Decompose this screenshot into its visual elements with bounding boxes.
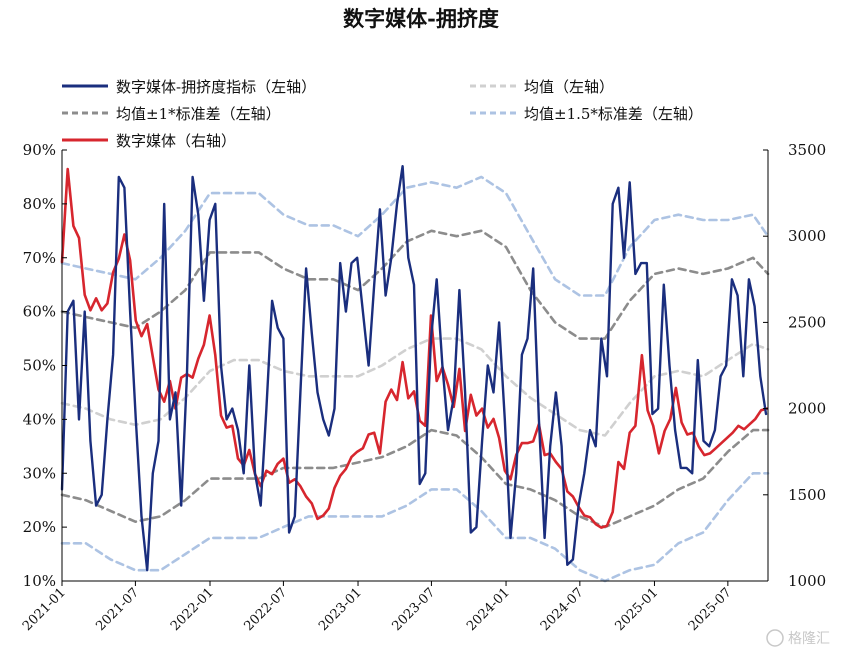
y-left-tick-label: 30% <box>23 464 56 482</box>
y-left-tick-label: 80% <box>23 195 56 213</box>
y-left-tick-label: 40% <box>23 410 56 428</box>
x-tick-label: 2025-01 <box>612 585 661 634</box>
y-left-tick-label: 90% <box>23 141 56 159</box>
legend-item: 均值（左轴） <box>470 78 614 96</box>
watermark-logo-icon <box>767 630 783 646</box>
x-tick-label: 2023-07 <box>389 585 438 634</box>
x-axis: 2021-01 2021-07 2022-01 2022-07 2023-01 2023-… <box>20 581 768 634</box>
y-right-tick-label: 1000 <box>788 572 826 590</box>
series-line-4-upper <box>62 177 768 296</box>
y-right-tick-label: 2500 <box>788 313 826 331</box>
legend-item: 均值±1*标准差（左轴） <box>62 105 281 123</box>
watermark-text: 格隆汇 <box>788 631 830 647</box>
legend-item: 数字媒体（右轴） <box>62 132 236 150</box>
x-tick-label: 2021-07 <box>93 585 142 634</box>
plot-area <box>62 166 768 581</box>
x-tick-label: 2022-07 <box>241 585 290 634</box>
x-tick-label: 2023-01 <box>316 585 365 634</box>
y-left-tick-label: 10% <box>23 572 56 590</box>
y-right-tick-label: 3500 <box>788 141 826 159</box>
legend-label: 均值±1.5*标准差（左轴） <box>524 105 703 123</box>
legend-label: 均值（左轴） <box>524 78 614 96</box>
legend-label: 数字媒体（右轴） <box>116 132 236 150</box>
x-tick-label: 2025-07 <box>686 585 735 634</box>
y-left-tick-label: 60% <box>23 303 56 321</box>
legend-item: 均值±1.5*标准差（左轴） <box>470 105 703 123</box>
x-tick-label: 2021-01 <box>20 585 69 634</box>
legend: 数字媒体-拥挤度指标（左轴） 均值（左轴） 均值±1*标准差（左轴） 均值±1.5*标… <box>62 78 703 150</box>
y-axis-right: 1000 1500 2000 2500 3000 3500 <box>763 141 826 590</box>
x-tick-label: 2022-01 <box>168 585 217 634</box>
series-line-0 <box>62 166 766 570</box>
chart-title: 数字媒体-拥挤度 <box>343 6 499 31</box>
series-line-5-lower <box>62 473 768 581</box>
legend-item: 数字媒体-拥挤度指标（左轴） <box>62 78 316 96</box>
y-right-tick-label: 1500 <box>788 486 826 504</box>
x-tick-label: 2024-07 <box>538 585 587 634</box>
watermark: 格隆汇 <box>767 630 830 647</box>
y-right-tick-label: 2000 <box>788 400 826 418</box>
legend-label: 数字媒体-拥挤度指标（左轴） <box>116 78 316 96</box>
y-right-tick-label: 3000 <box>788 227 826 245</box>
y-left-tick-label: 50% <box>23 357 56 375</box>
y-axis-left: 10% 20% 30% 40% 50% 60% 70% 80% 90% <box>23 141 67 590</box>
y-left-tick-label: 20% <box>23 518 56 536</box>
y-left-tick-label: 70% <box>23 249 56 267</box>
x-tick-label: 2024-01 <box>464 585 513 634</box>
legend-label: 均值±1*标准差（左轴） <box>116 105 281 123</box>
